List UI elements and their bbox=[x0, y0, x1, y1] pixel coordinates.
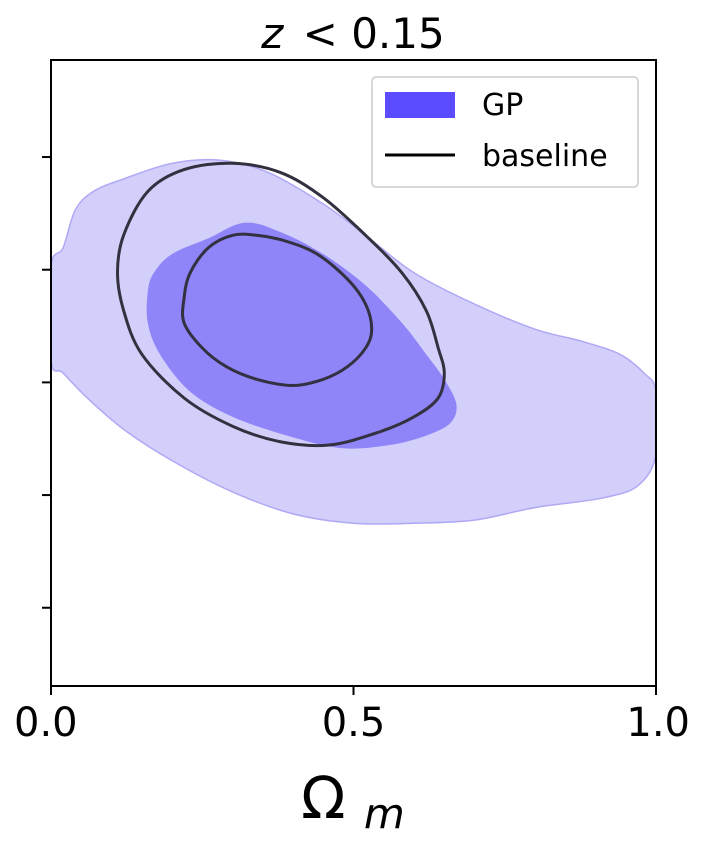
chart-title: z < 0.15 bbox=[260, 9, 444, 58]
x-tick-label-1: 0.5 bbox=[322, 700, 386, 746]
contour-layer bbox=[51, 158, 656, 525]
y-ticks bbox=[42, 156, 51, 609]
title-condition: < 0.15 bbox=[303, 9, 445, 58]
x-axis-subscript: m bbox=[364, 789, 405, 838]
legend-label-baseline: baseline bbox=[482, 139, 608, 174]
x-axis-symbol: Ω bbox=[301, 764, 345, 832]
legend-label-gp: GP bbox=[482, 88, 523, 123]
x-ticks: 0.0 0.5 1.0 bbox=[14, 686, 690, 746]
x-tick-label-0: 0.0 bbox=[14, 700, 78, 746]
baseline-contour-inner bbox=[181, 232, 374, 388]
legend: GP baseline bbox=[371, 76, 639, 188]
legend-swatch-gp bbox=[385, 92, 455, 118]
baseline-contour-outer bbox=[115, 161, 446, 448]
x-tick-label-2: 1.0 bbox=[626, 700, 690, 746]
gp-contour-inner bbox=[146, 222, 457, 449]
x-axis-label: Ω m bbox=[301, 764, 405, 838]
title-variable: z bbox=[260, 9, 284, 58]
